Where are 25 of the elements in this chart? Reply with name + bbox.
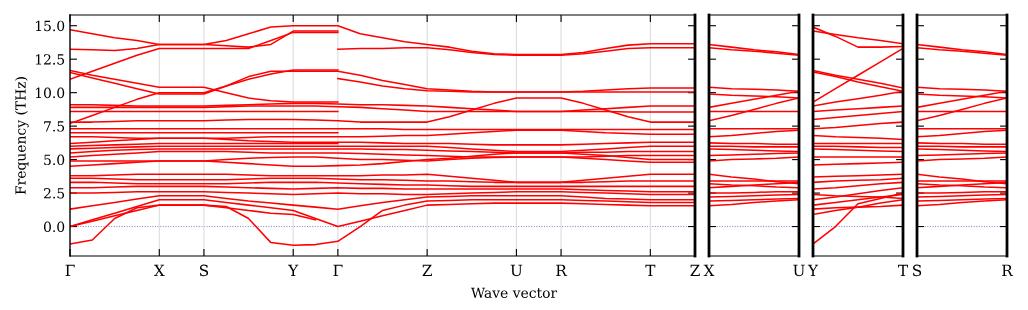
x-tick-label: Γ xyxy=(333,264,343,276)
x-tick-label: Z xyxy=(422,264,432,276)
x-tick-label: Z xyxy=(690,264,700,276)
x-tick-label: U xyxy=(793,264,805,277)
y-tick-label: 2.5 xyxy=(43,188,65,199)
x-axis-title: Wave vector xyxy=(470,287,558,299)
x-tick-label: U xyxy=(510,264,523,277)
x-tick-label: X xyxy=(153,264,165,276)
x-tick-label: S xyxy=(199,264,209,277)
y-tick-label: 5.0 xyxy=(44,154,65,166)
x-tick-label: Y xyxy=(807,264,819,276)
y-tick-label: 12.5 xyxy=(35,54,65,65)
x-tick-label: T xyxy=(645,264,656,276)
y-axis-title: Frequency (THz) xyxy=(15,77,29,195)
x-tick-label: X xyxy=(703,264,715,276)
x-tick-label: R xyxy=(556,264,568,276)
x-tick-label: Y xyxy=(288,264,299,276)
x-tick-label: T xyxy=(898,264,908,276)
y-tick-label: 10.0 xyxy=(35,87,65,99)
x-tick-label: Γ xyxy=(65,264,75,276)
y-tick-label: 0.0 xyxy=(43,221,65,233)
x-tick-label: S xyxy=(913,264,922,277)
y-tick-label: 15.0 xyxy=(35,20,65,32)
y-tick-label: 7.5 xyxy=(44,121,65,132)
x-tick-label: R xyxy=(1002,264,1014,276)
